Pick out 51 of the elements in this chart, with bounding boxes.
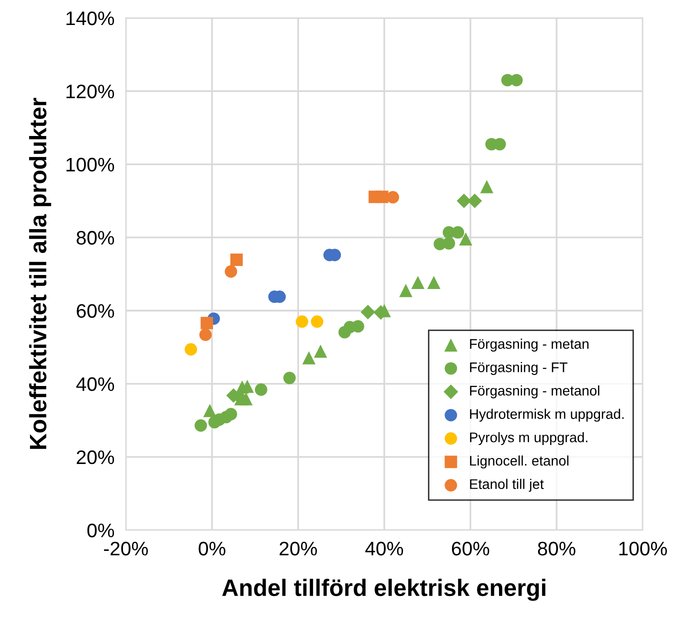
point: [360, 304, 376, 320]
legend-label: Förgasning - metanol: [470, 385, 600, 398]
point: [199, 328, 212, 341]
y-axis-title: Koleffektivitet till alla produkter: [29, 98, 52, 449]
point: [194, 419, 208, 432]
point: [399, 284, 412, 298]
point: [386, 191, 400, 204]
x-tick-label: 60%: [452, 542, 490, 556]
legend-label: Förgasning - FT: [470, 362, 568, 375]
point: [302, 351, 316, 364]
point: [314, 344, 328, 358]
y-tick-label: 0%: [87, 524, 114, 538]
legend-label: Lignocell. etanol: [470, 455, 568, 468]
point: [184, 343, 198, 356]
point: [456, 194, 472, 208]
point: [239, 392, 253, 406]
point: [467, 194, 482, 208]
x-tick-label: 80%: [538, 542, 576, 556]
legend-label: Pyrolys m uppgrad.: [470, 432, 588, 446]
point: [203, 404, 216, 418]
legend-label: Förgasning - metan: [470, 338, 588, 352]
point: [310, 315, 324, 328]
point: [427, 276, 440, 290]
x-tick-label: 20%: [280, 542, 317, 556]
point: [200, 316, 214, 330]
y-tick-label: 140%: [66, 11, 114, 26]
y-tick-label: 100%: [66, 158, 114, 172]
point: [230, 254, 243, 266]
point: [452, 226, 464, 239]
x-tick-label: 40%: [365, 542, 404, 556]
x-tick-label: -20%: [104, 542, 148, 556]
point: [442, 237, 456, 250]
legend-label: Etanol till jet: [470, 478, 544, 492]
point: [411, 276, 424, 290]
y-tick-label: 40%: [76, 377, 114, 392]
legend-label: Hydrotermisk m uppgrad.: [470, 408, 624, 422]
point: [459, 232, 472, 246]
point: [480, 180, 494, 194]
point: [296, 315, 308, 328]
x-axis-title: Andel tillförd elektrisk energi: [222, 578, 546, 601]
point: [376, 190, 388, 204]
x-tick-label: 0%: [198, 542, 226, 556]
y-tick-label: 60%: [76, 304, 114, 318]
point: [283, 372, 296, 384]
point: [254, 383, 268, 396]
y-tick-label: 20%: [76, 450, 114, 464]
point: [224, 408, 238, 420]
y-tick-label: 120%: [66, 84, 114, 98]
y-tick-label: 80%: [76, 230, 114, 245]
point: [224, 265, 238, 278]
x-tick-label: 100%: [619, 542, 667, 556]
